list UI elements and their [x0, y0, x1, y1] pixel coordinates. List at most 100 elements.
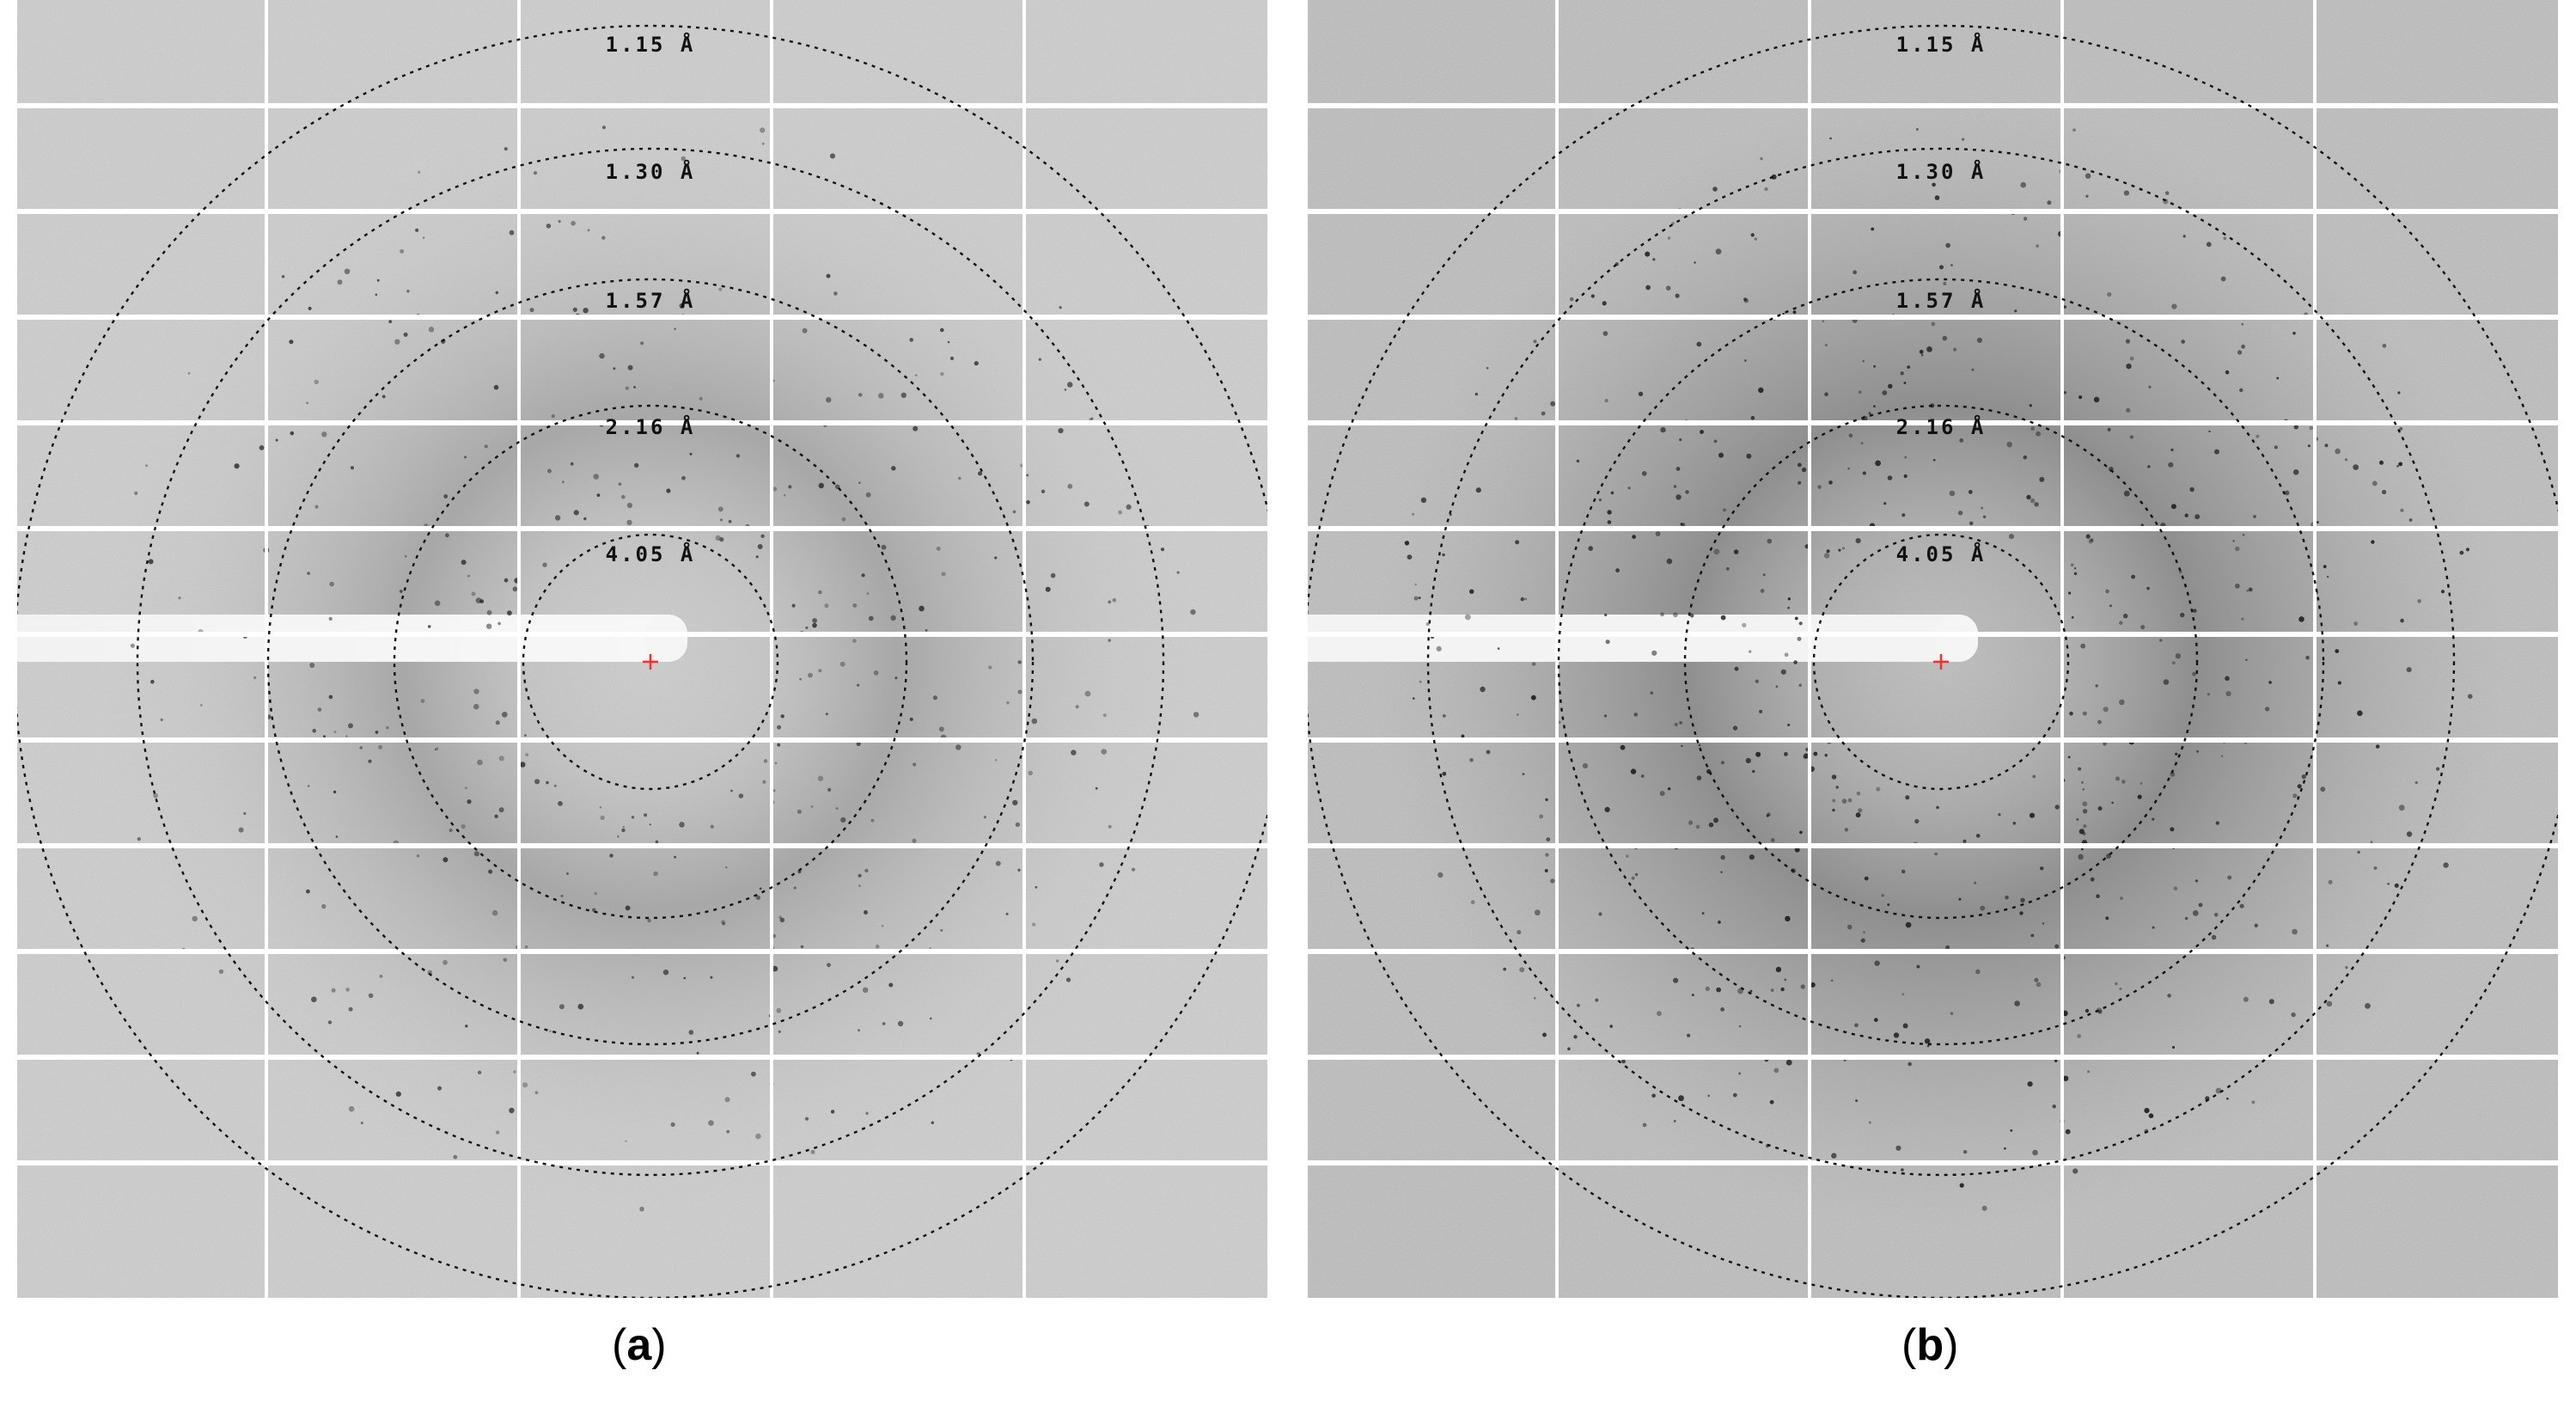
diffraction-spot — [784, 494, 786, 497]
diffraction-spot — [2107, 291, 2112, 297]
diffraction-spot — [1071, 749, 1077, 756]
diffraction-spot — [1804, 753, 1810, 759]
diffraction-spot — [504, 147, 508, 151]
diffraction-spot — [949, 356, 955, 361]
resolution-ring-5 — [522, 533, 779, 791]
diffraction-spot — [1785, 915, 1791, 922]
diffraction-spot — [2023, 217, 2028, 221]
diffraction-spot — [290, 431, 295, 436]
diffraction-spot — [495, 291, 498, 295]
diffraction-spot — [2225, 691, 2231, 697]
diffraction-spot — [153, 792, 158, 798]
diffraction-spot — [1785, 1059, 1792, 1066]
diffraction-spot — [1667, 787, 1671, 791]
diffraction-spot — [791, 603, 796, 608]
diffraction-spot — [864, 910, 868, 915]
diffraction-spot — [2394, 883, 2399, 888]
diffraction-spot — [1787, 597, 1791, 601]
diffraction-spot — [778, 915, 782, 920]
diffraction-spot — [760, 127, 766, 133]
diffraction-spot — [621, 494, 626, 499]
diffraction-spot — [509, 1107, 515, 1114]
module-gap-vertical — [1808, 0, 1811, 1298]
diffraction-spot — [1577, 1003, 1580, 1007]
diffraction-spot — [1864, 876, 1869, 881]
diffraction-spot — [1685, 490, 1689, 494]
diffraction-spot — [473, 688, 479, 694]
ring-label-2: 1.30 Å — [606, 159, 696, 184]
diffraction-spot — [2082, 801, 2088, 807]
diffraction-spot — [1546, 837, 1551, 841]
diffraction-spot — [2170, 772, 2176, 777]
diffraction-spot — [1832, 808, 1835, 812]
diffraction-spot — [1749, 650, 1752, 653]
diffraction-spot — [947, 340, 950, 344]
diffraction-spot — [2292, 469, 2299, 475]
diffraction-spot — [1829, 137, 1832, 140]
diffraction-spot — [465, 1025, 468, 1028]
diffraction-spot — [1701, 912, 1705, 915]
diffraction-spot — [1442, 714, 1446, 718]
diffraction-spot — [382, 395, 386, 399]
diffraction-spot — [1963, 1150, 1968, 1154]
diffraction-spot — [2324, 444, 2329, 448]
diffraction-spot — [2144, 1108, 2150, 1114]
diffraction-spot — [2246, 589, 2249, 592]
diffraction-spot — [1012, 510, 1016, 514]
diffraction-spot — [1887, 475, 1893, 480]
diffraction-spot — [2148, 385, 2152, 388]
diffraction-spot — [772, 965, 778, 972]
diffraction-spot — [306, 889, 310, 894]
diffraction-spot — [810, 805, 814, 808]
diffraction-spot — [1904, 456, 1908, 459]
diffraction-spot — [2235, 583, 2240, 589]
diffraction-spot — [1971, 368, 1975, 371]
diffraction-spot — [2090, 877, 2095, 882]
diffraction-spot — [418, 170, 421, 174]
diffraction-spot — [627, 364, 633, 370]
diffraction-spot — [2023, 455, 2028, 460]
diffraction-spot — [751, 1071, 756, 1077]
module-gap-vertical — [2313, 0, 2317, 1298]
diffraction-spot — [655, 840, 659, 844]
diffraction-spot — [2103, 707, 2109, 713]
diffraction-spot — [1626, 854, 1629, 858]
diffraction-spot — [1534, 997, 1536, 1000]
diffraction-spot — [1720, 1007, 1724, 1012]
diffraction-spot — [328, 616, 333, 621]
diffraction-spot — [2291, 1012, 2296, 1018]
diffraction-spot — [1524, 597, 1528, 601]
diffraction-spot — [2126, 407, 2131, 413]
diffraction-spot — [1631, 876, 1635, 880]
diffraction-spot — [1666, 558, 1673, 565]
diffraction-spot — [1874, 1018, 1878, 1022]
diffraction-spot — [1981, 1205, 1987, 1211]
diffraction-spot — [2147, 465, 2151, 468]
diffraction-spot — [1075, 705, 1079, 709]
diffraction-spot — [1696, 775, 1702, 780]
diffraction-spot — [1794, 616, 1798, 621]
diffraction-spot — [778, 1030, 781, 1033]
diffraction-spot — [804, 1117, 809, 1121]
diffraction-spot — [1798, 462, 1802, 468]
diffraction-spot — [762, 780, 766, 784]
diffraction-spot — [621, 828, 626, 833]
diffraction-spot — [1841, 798, 1847, 804]
diffraction-spot — [512, 586, 518, 592]
diffraction-spot — [2012, 822, 2017, 825]
diffraction-spot — [1784, 752, 1788, 756]
diffraction-spot — [1108, 824, 1112, 829]
diffraction-spot — [827, 963, 831, 968]
diffraction-spot — [1863, 931, 1865, 933]
diffraction-spot — [399, 590, 403, 593]
diffraction-spot — [509, 229, 515, 236]
diffraction-spot — [1028, 770, 1034, 776]
diffraction-spot — [1893, 1032, 1900, 1038]
diffraction-spot — [2070, 563, 2074, 567]
diffraction-spot — [1522, 773, 1525, 775]
diffraction-spot — [134, 491, 138, 495]
diffraction-spot — [570, 462, 574, 466]
diffraction-spot — [1975, 834, 1981, 838]
diffraction-spot — [2085, 534, 2091, 539]
diffraction-spot — [1620, 744, 1626, 750]
